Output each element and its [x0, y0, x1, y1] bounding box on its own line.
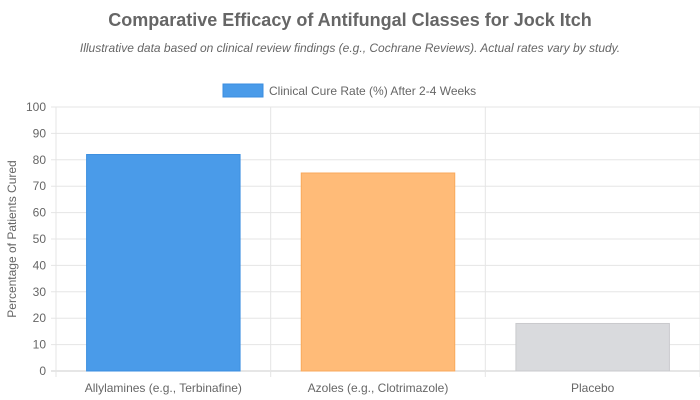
y-tick-label: 10	[33, 338, 47, 352]
x-tick-label: Azoles (e.g., Clotrimazole)	[308, 381, 449, 395]
legend-label: Clinical Cure Rate (%) After 2-4 Weeks	[269, 84, 476, 98]
y-tick-label: 40	[33, 258, 47, 272]
y-tick-label: 70	[33, 179, 47, 193]
y-tick-label: 90	[33, 126, 47, 140]
x-tick-label: Placebo	[571, 381, 615, 395]
bar	[86, 154, 241, 372]
legend-swatch	[222, 83, 264, 98]
y-axis-label: Percentage of Patients Cured	[5, 160, 19, 317]
bar	[300, 172, 456, 372]
y-tick-label: 20	[33, 311, 47, 325]
y-tick-label: 80	[33, 153, 47, 167]
bar	[515, 322, 670, 372]
y-tick-label: 0	[39, 364, 46, 378]
y-tick-label: 100	[26, 100, 46, 114]
chart-title: Comparative Efficacy of Antifungal Class…	[108, 10, 592, 30]
chart-subtitle: Illustrative data based on clinical revi…	[79, 41, 621, 55]
y-tick-label: 30	[33, 285, 47, 299]
y-tick-label: 60	[33, 206, 47, 220]
x-tick-label: Allylamines (e.g., Terbinafine)	[85, 381, 242, 395]
y-tick-label: 50	[33, 232, 47, 246]
